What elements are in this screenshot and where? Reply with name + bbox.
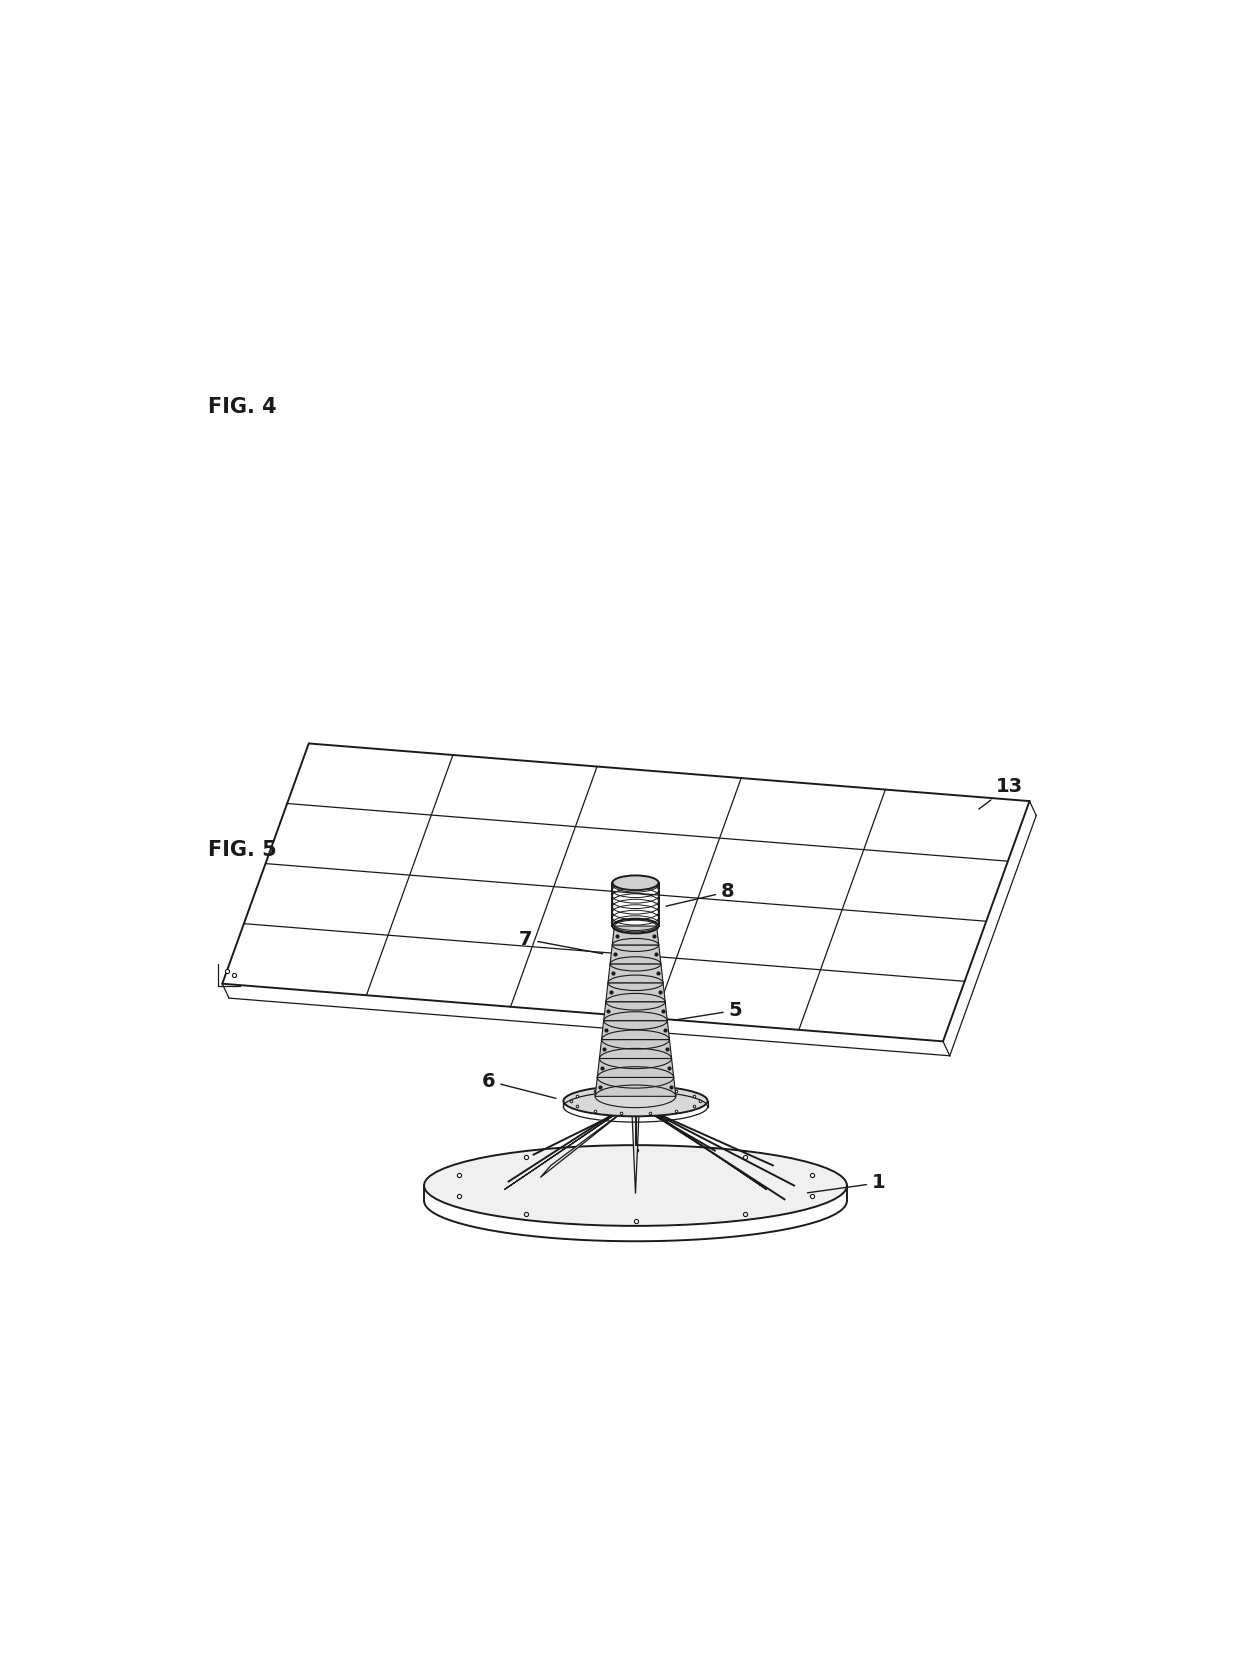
- Ellipse shape: [424, 1145, 847, 1226]
- Polygon shape: [541, 1105, 631, 1177]
- Polygon shape: [598, 1058, 673, 1077]
- Polygon shape: [606, 983, 665, 1002]
- Ellipse shape: [563, 1085, 708, 1117]
- Polygon shape: [595, 1077, 676, 1097]
- Polygon shape: [599, 1040, 672, 1058]
- Polygon shape: [505, 1105, 627, 1189]
- Text: 1: 1: [807, 1174, 885, 1192]
- Polygon shape: [644, 1105, 766, 1189]
- Polygon shape: [631, 1105, 640, 1194]
- Text: 8: 8: [666, 883, 734, 906]
- Ellipse shape: [613, 876, 658, 890]
- Text: 13: 13: [978, 776, 1023, 809]
- Polygon shape: [613, 926, 658, 945]
- Text: 6: 6: [481, 1072, 556, 1099]
- Polygon shape: [601, 1020, 670, 1040]
- Polygon shape: [610, 945, 661, 963]
- Polygon shape: [608, 963, 663, 983]
- Text: FIG. 5: FIG. 5: [208, 839, 277, 859]
- Text: 5: 5: [673, 1002, 743, 1020]
- Text: 7: 7: [518, 930, 603, 953]
- Text: FIG. 4: FIG. 4: [208, 398, 277, 418]
- Polygon shape: [604, 1002, 667, 1020]
